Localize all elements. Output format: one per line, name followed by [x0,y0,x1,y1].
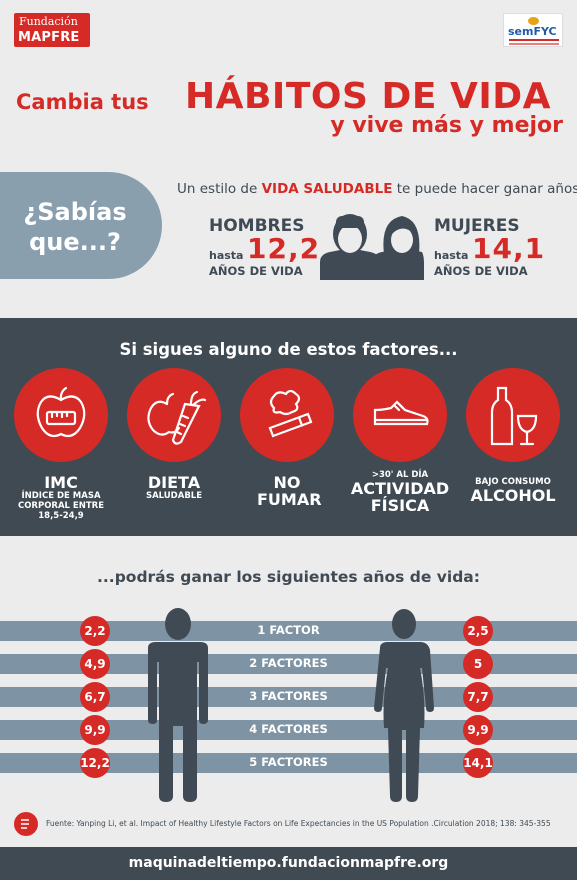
row-label: 3 FACTORES [249,689,328,703]
intro-highlight: VIDA SALUDABLE [261,181,393,197]
sabias-que-tab: ¿Sabías que...? [0,172,162,279]
woman-silhouette-icon [374,609,434,802]
man-silhouette-icon [148,608,208,802]
mujeres-years: 14,1 [472,232,546,265]
source-icon [14,812,38,836]
hombres-years: 12,2 [247,232,321,265]
factor-row: 5 FACTORES [0,753,577,773]
mujeres-label: MUJERES [434,216,520,236]
women-years-badge: 7,7 [463,682,493,712]
factor-label-actividad: >30' AL DÍA ACTIVIDAD FÍSICA [340,470,460,514]
men-years-badge: 4,9 [80,649,110,679]
apple-carrot-icon [127,368,221,462]
row-label: 5 FACTORES [249,755,328,769]
logo-line2: MAPFRE [18,30,80,45]
fundacion-mapfre-logo: Fundación MAPFRE [14,13,90,47]
hombres-hasta: hasta [209,249,244,262]
hombres-anos: AÑOS DE VIDA [209,264,303,278]
semfyc-underline-2 [509,43,559,45]
sabias-line2: que...? [29,228,121,256]
title-part2: y vive más y mejor [330,113,563,138]
logo-line1: Fundación [19,15,78,28]
semfyc-logo: semFYC [503,13,563,47]
factor-row: 2 FACTORES [0,654,577,674]
factor-imc-small: ÍNDICE DE MASA CORPORAL ENTRE 18,5-24,9 [17,491,105,521]
factor-alcohol-big: ALCOHOL [470,486,556,505]
men-years-badge: 2,2 [80,616,110,646]
semfyc-text: semFYC [508,25,557,38]
factor-row: 1 FACTOR [0,621,577,641]
women-years-badge: 14,1 [463,748,493,778]
factor-dieta-small: SALUDABLE [145,491,203,501]
title-part1: Cambia tus [16,90,149,114]
factor-label-fumar: NO FUMAR [227,474,347,508]
title-highlight: HÁBITOS DE VIDA [185,76,551,117]
row-label: 2 FACTORES [249,656,328,670]
men-years-badge: 12,2 [80,748,110,778]
sabias-line1: ¿Sabías [23,198,127,226]
factor-label-alcohol: BAJO CONSUMO ALCOHOL [453,477,573,504]
factor-row: 4 FACTORES [0,720,577,740]
women-years-badge: 5 [463,649,493,679]
factor-label-imc: IMC ÍNDICE DE MASA CORPORAL ENTRE 18,5-2… [1,474,121,521]
source-text: Fuente: Yanping Li, et al. Impact of Hea… [46,819,551,828]
women-years-badge: 2,5 [463,616,493,646]
intro-before: Un estilo de [177,181,258,197]
factor-dieta-big: DIETA [147,473,201,492]
factor-actividad-pre: >30' AL DÍA [371,470,429,480]
men-years-badge: 6,7 [80,682,110,712]
bottle-glass-icon [466,368,560,462]
cigarette-icon [240,368,334,462]
mujeres-hasta: hasta [434,249,469,262]
factor-imc-big: IMC [44,473,78,492]
hombres-label: HOMBRES [209,216,305,236]
intro-after: te puede hacer ganar años: [396,181,577,197]
footer-url-link[interactable]: maquinadeltiempo.fundacionmapfre.org [0,847,577,880]
factor-alcohol-pre: BAJO CONSUMO [475,477,551,487]
apple-measure-icon [14,368,108,462]
intro-text: Un estilo de VIDA SALUDABLE te puede hac… [177,181,577,197]
factor-label-dieta: DIETA SALUDABLE [114,474,234,501]
mujeres-anos: AÑOS DE VIDA [434,264,528,278]
men-years-badge: 9,9 [80,715,110,745]
years-title: ...podrás ganar los siguientes años de v… [97,568,480,586]
sneaker-icon [353,368,447,462]
row-label: 1 FACTOR [257,623,320,637]
semfyc-underline [509,39,559,41]
row-label: 4 FACTORES [249,722,328,736]
man-woman-icon [320,214,424,280]
semfyc-dot-icon [528,17,539,25]
women-years-badge: 9,9 [463,715,493,745]
factor-fumar-big: NO FUMAR [257,473,322,509]
factor-actividad-big: ACTIVIDAD FÍSICA [350,479,450,515]
factors-title: Si sigues alguno de estos factores... [119,340,458,359]
